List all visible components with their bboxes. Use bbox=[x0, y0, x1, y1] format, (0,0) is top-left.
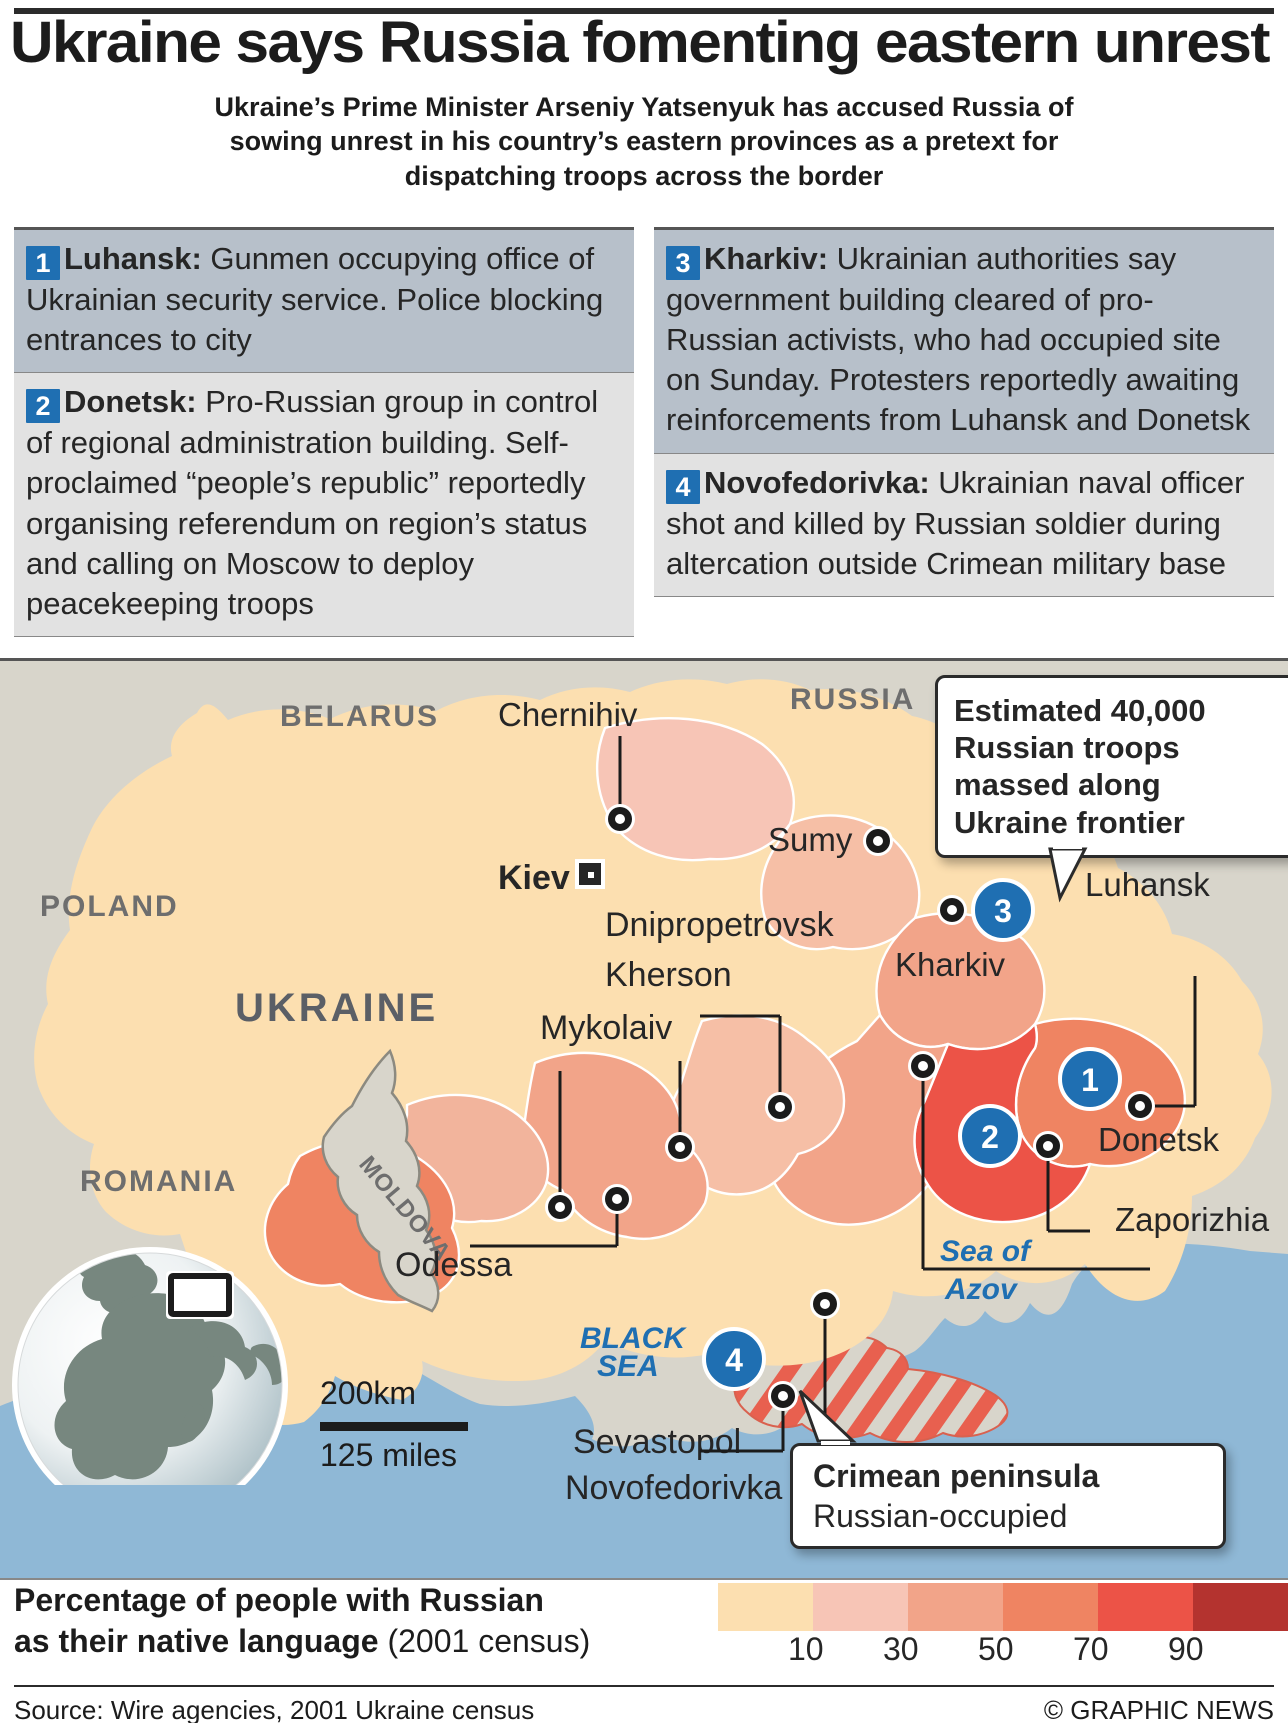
svg-text:Sea of: Sea of bbox=[940, 1235, 1033, 1268]
svg-text:Sumy: Sumy bbox=[768, 821, 853, 858]
svg-text:Kherson: Kherson bbox=[605, 956, 732, 994]
svg-text:SEA: SEA bbox=[597, 1350, 659, 1383]
svg-text:Zaporizhia: Zaporizhia bbox=[1115, 1201, 1270, 1238]
svg-text:4: 4 bbox=[725, 1342, 743, 1378]
svg-text:BELARUS: BELARUS bbox=[280, 700, 439, 733]
svg-text:Kharkiv: Kharkiv bbox=[895, 946, 1006, 983]
svg-text:3: 3 bbox=[994, 893, 1012, 929]
svg-text:2: 2 bbox=[981, 1119, 999, 1155]
svg-text:Odessa: Odessa bbox=[395, 1246, 512, 1284]
svg-text:1: 1 bbox=[1081, 1062, 1099, 1098]
svg-text:Chernihiv: Chernihiv bbox=[498, 696, 638, 733]
svg-text:Luhansk: Luhansk bbox=[1085, 866, 1210, 903]
svg-text:POLAND: POLAND bbox=[40, 890, 179, 923]
svg-text:Novofedorivka: Novofedorivka bbox=[565, 1469, 782, 1507]
svg-text:Mykolaiv: Mykolaiv bbox=[540, 1009, 672, 1047]
svg-text:Azov: Azov bbox=[944, 1273, 1019, 1306]
svg-text:Donetsk: Donetsk bbox=[1098, 1121, 1220, 1158]
svg-text:Sevastopol: Sevastopol bbox=[573, 1423, 741, 1461]
svg-text:RUSSIA: RUSSIA bbox=[790, 683, 915, 716]
svg-text:ROMANIA: ROMANIA bbox=[80, 1165, 237, 1198]
svg-text:Dnipropetrovsk: Dnipropetrovsk bbox=[605, 906, 835, 944]
svg-text:Kiev: Kiev bbox=[498, 859, 570, 897]
svg-text:UKRAINE: UKRAINE bbox=[235, 986, 438, 1030]
